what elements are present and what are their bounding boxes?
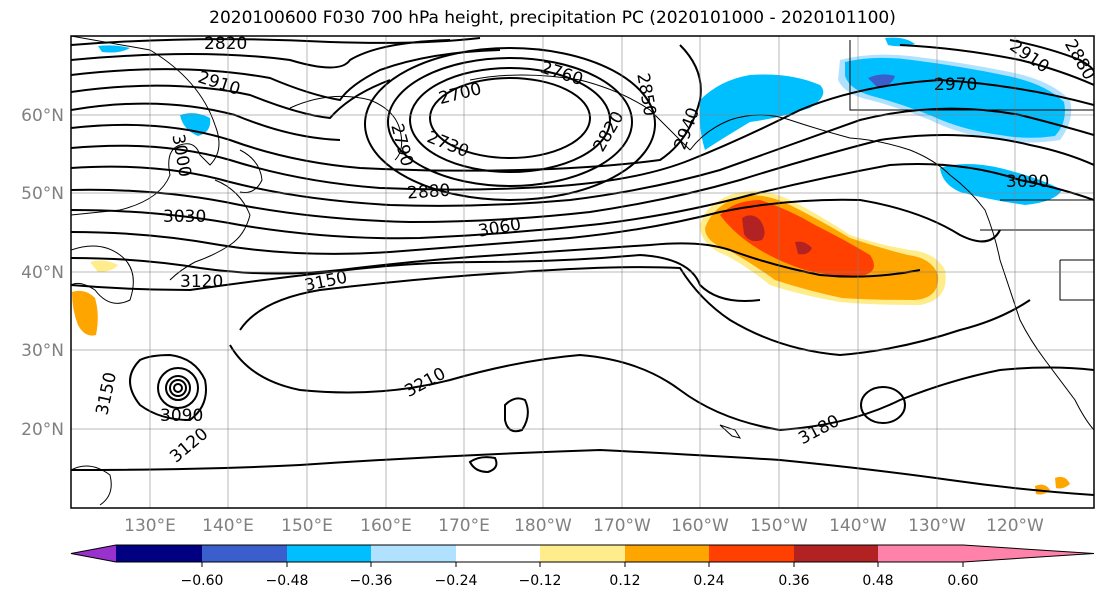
lon-label: 160°W — [671, 516, 729, 536]
colorbar-tick-label: −0.60 — [181, 573, 224, 589]
colorbar-segment — [540, 545, 625, 562]
contour-label: 3030 — [163, 207, 206, 227]
colorbar-ticks — [201, 562, 964, 567]
contour-line — [1009, 39, 1094, 73]
graticule — [71, 36, 1094, 508]
latitude-labels: 60°N 50°N 40°N 30°N 20°N — [21, 106, 64, 440]
lat-label: 60°N — [21, 106, 64, 126]
contour-line — [429, 77, 591, 159]
precip-shade-skyblue — [845, 57, 1065, 138]
precip-shade-skyblue — [98, 45, 130, 53]
precip-shade-orange — [1055, 476, 1070, 489]
contour-line — [129, 353, 207, 422]
colorbar-tick-label: 0.12 — [609, 573, 640, 589]
colorbar-tick-label: −0.36 — [350, 573, 393, 589]
lon-label: 150°W — [750, 516, 808, 536]
lat-label: 20°N — [21, 420, 64, 440]
colorbar-tick-label: −0.48 — [266, 573, 309, 589]
colorbar-segment — [709, 545, 794, 562]
contour-line — [71, 78, 1094, 191]
contour-line — [173, 383, 183, 393]
contour-line — [71, 242, 921, 278]
contour-line — [239, 266, 1031, 357]
colorbar-segment — [456, 545, 540, 562]
precip-shade-skyblue — [699, 74, 824, 150]
contour-label: 2970 — [934, 75, 977, 95]
lon-label: 150°E — [281, 516, 333, 536]
longitude-labels: 130°E 140°E 150°E 160°E 170°E 180°W 170°… — [124, 516, 1044, 536]
map-frame — [70, 35, 1095, 509]
lat-label: 40°N — [21, 263, 64, 283]
precip-shade-yellow — [90, 260, 118, 272]
lat-label: 50°N — [21, 184, 64, 204]
contour-line — [157, 367, 199, 409]
colorbar-segment — [878, 545, 963, 562]
lon-label: 170°W — [593, 516, 651, 536]
lon-label: 130°E — [124, 516, 176, 536]
contour-line — [169, 379, 187, 397]
precip-shade-skyblue — [180, 113, 211, 136]
contour-line — [71, 79, 391, 120]
precip-shade-skyblue — [885, 37, 915, 47]
precip-positive-anomaly — [72, 191, 1070, 495]
colorbar: −0.60 −0.48 −0.36 −0.24 −0.12 0.12 0.24 … — [70, 544, 1095, 589]
contour-label: 2820 — [204, 34, 247, 54]
colorbar-segment — [116, 545, 202, 562]
precip-shade-darkred — [742, 215, 765, 242]
colorbar-tick-label: 0.24 — [693, 573, 724, 589]
colorbar-segment — [202, 545, 287, 562]
contour-line — [71, 163, 1094, 240]
contour-line — [364, 47, 656, 201]
precip-negative-anomaly — [98, 37, 1072, 205]
contour-line — [71, 49, 501, 102]
contour-line — [229, 344, 1094, 432]
lon-label: 170°E — [438, 516, 490, 536]
colorbar-tick-label: −0.24 — [435, 573, 478, 589]
contour-line — [71, 134, 1094, 224]
contour-label: 3090 — [1006, 172, 1049, 192]
lon-label: 130°W — [908, 516, 966, 536]
contour-line — [71, 448, 1094, 496]
contour-line — [387, 57, 633, 187]
precip-shade-royalblue — [868, 74, 895, 88]
contour-line — [165, 375, 191, 401]
colorbar-tick-label: 0.36 — [778, 573, 809, 589]
contour-label: 2880 — [406, 181, 451, 204]
colorbar-segment — [625, 545, 709, 562]
lon-label: 180°W — [514, 516, 572, 536]
colorbar-tick-label: 0.60 — [947, 573, 978, 589]
lon-label: 160°E — [360, 516, 412, 536]
colorbar-extend-low — [71, 545, 116, 562]
colorbar-segment — [794, 545, 878, 562]
colorbar-segment — [371, 545, 456, 562]
contour-line — [468, 456, 498, 474]
contour-line — [71, 39, 451, 69]
contour-line — [71, 44, 702, 172]
contour-line — [71, 198, 1001, 255]
precip-shade-darkred — [795, 241, 812, 255]
colorbar-tick-label: 0.48 — [862, 573, 893, 589]
map-title: 2020100600 F030 700 hPa height, precipit… — [209, 8, 896, 28]
colorbar-segment — [287, 545, 371, 562]
colorbar-tick-label: −0.12 — [519, 573, 562, 589]
colorbar-extend-high — [963, 545, 1094, 562]
precip-shade-skyblue — [940, 164, 1062, 205]
map-area: 2820 2910 3000 3030 3120 3150 2700 2760 … — [71, 34, 1094, 508]
contour-label: 3090 — [160, 406, 203, 426]
lon-label: 140°W — [829, 516, 887, 536]
contour-line — [860, 386, 906, 424]
lon-label: 120°W — [986, 516, 1044, 536]
contour-line — [409, 67, 611, 173]
lat-label: 30°N — [21, 341, 64, 361]
precip-shade-orange — [72, 290, 98, 336]
lon-label: 140°E — [202, 516, 254, 536]
contour-label: 3120 — [180, 272, 223, 292]
